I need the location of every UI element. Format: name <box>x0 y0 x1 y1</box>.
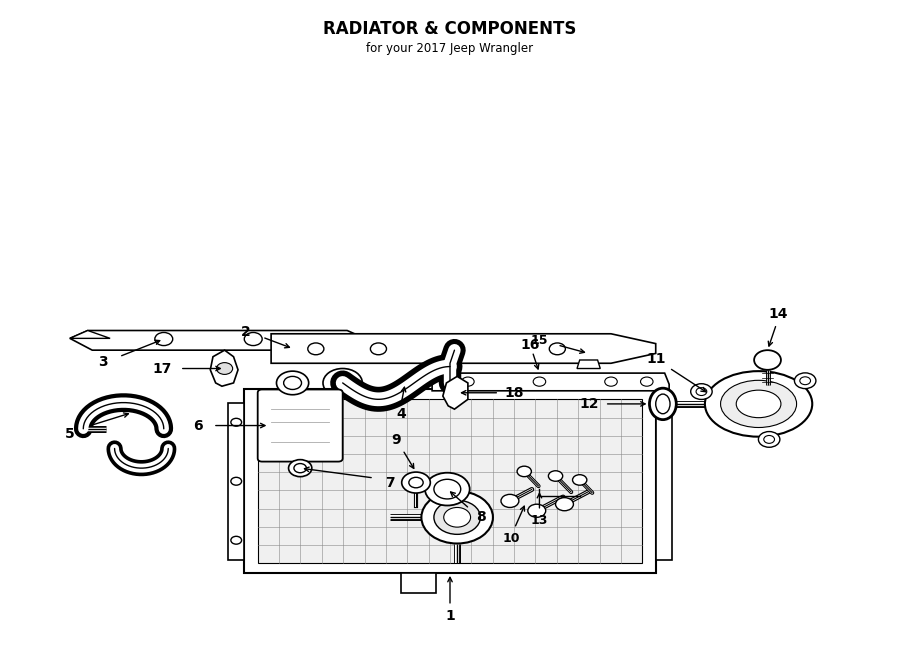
Text: 15: 15 <box>531 334 548 347</box>
Circle shape <box>549 343 565 355</box>
Circle shape <box>548 471 562 481</box>
Circle shape <box>284 376 302 389</box>
Text: 2: 2 <box>241 325 251 340</box>
Text: 18: 18 <box>505 386 524 400</box>
Circle shape <box>800 377 811 385</box>
Circle shape <box>285 343 302 355</box>
Text: RADIATOR & COMPONENTS: RADIATOR & COMPONENTS <box>323 20 577 38</box>
Polygon shape <box>70 330 370 350</box>
Bar <box>244 389 656 573</box>
Text: 10: 10 <box>502 532 519 545</box>
Text: 12: 12 <box>580 397 599 411</box>
Circle shape <box>217 363 232 374</box>
Circle shape <box>289 459 311 477</box>
Circle shape <box>401 472 430 493</box>
Circle shape <box>501 494 519 508</box>
Circle shape <box>605 377 617 386</box>
Circle shape <box>231 477 241 485</box>
Circle shape <box>323 369 363 397</box>
Text: 3: 3 <box>98 355 108 369</box>
Text: 13: 13 <box>531 514 548 527</box>
Text: 11: 11 <box>646 352 665 366</box>
Text: 16: 16 <box>521 338 540 352</box>
Text: 5: 5 <box>65 427 75 441</box>
Circle shape <box>795 373 816 389</box>
Ellipse shape <box>656 394 670 414</box>
Circle shape <box>425 473 470 506</box>
Polygon shape <box>577 360 600 369</box>
Polygon shape <box>432 373 669 391</box>
Circle shape <box>580 343 597 355</box>
Circle shape <box>277 337 310 361</box>
Circle shape <box>462 377 474 386</box>
FancyBboxPatch shape <box>257 389 343 461</box>
Circle shape <box>641 377 653 386</box>
Circle shape <box>155 332 173 346</box>
Text: 14: 14 <box>769 307 788 321</box>
Text: 17: 17 <box>152 362 172 375</box>
Circle shape <box>764 436 775 444</box>
Text: 8: 8 <box>476 510 486 524</box>
Circle shape <box>294 463 306 473</box>
Circle shape <box>434 500 481 534</box>
Circle shape <box>276 371 309 395</box>
Circle shape <box>555 498 573 511</box>
Bar <box>656 403 671 560</box>
Circle shape <box>533 377 545 386</box>
Circle shape <box>231 418 241 426</box>
Circle shape <box>421 491 493 543</box>
Ellipse shape <box>736 390 781 418</box>
Text: 6: 6 <box>193 418 202 432</box>
Circle shape <box>518 466 531 477</box>
Text: 4: 4 <box>396 407 406 422</box>
Circle shape <box>754 350 781 369</box>
Circle shape <box>696 387 706 395</box>
Circle shape <box>690 384 712 399</box>
Polygon shape <box>211 350 238 386</box>
Polygon shape <box>443 376 468 409</box>
Ellipse shape <box>721 380 796 428</box>
Text: 7: 7 <box>385 476 395 490</box>
Ellipse shape <box>705 371 812 437</box>
Circle shape <box>371 343 386 355</box>
Circle shape <box>231 536 241 544</box>
Circle shape <box>244 332 262 346</box>
Circle shape <box>444 508 471 527</box>
Bar <box>400 573 436 593</box>
Text: for your 2017 Jeep Wrangler: for your 2017 Jeep Wrangler <box>366 42 534 55</box>
Circle shape <box>527 504 545 518</box>
Circle shape <box>332 375 354 391</box>
Polygon shape <box>271 334 656 364</box>
Circle shape <box>409 477 423 488</box>
Circle shape <box>759 432 780 447</box>
Bar <box>257 399 643 563</box>
Text: 1: 1 <box>446 609 454 623</box>
Polygon shape <box>70 330 110 338</box>
Ellipse shape <box>650 388 676 420</box>
Text: 9: 9 <box>392 433 401 447</box>
Circle shape <box>308 343 324 355</box>
Circle shape <box>572 337 605 361</box>
Circle shape <box>572 475 587 485</box>
Circle shape <box>434 479 461 499</box>
Bar <box>229 403 244 560</box>
